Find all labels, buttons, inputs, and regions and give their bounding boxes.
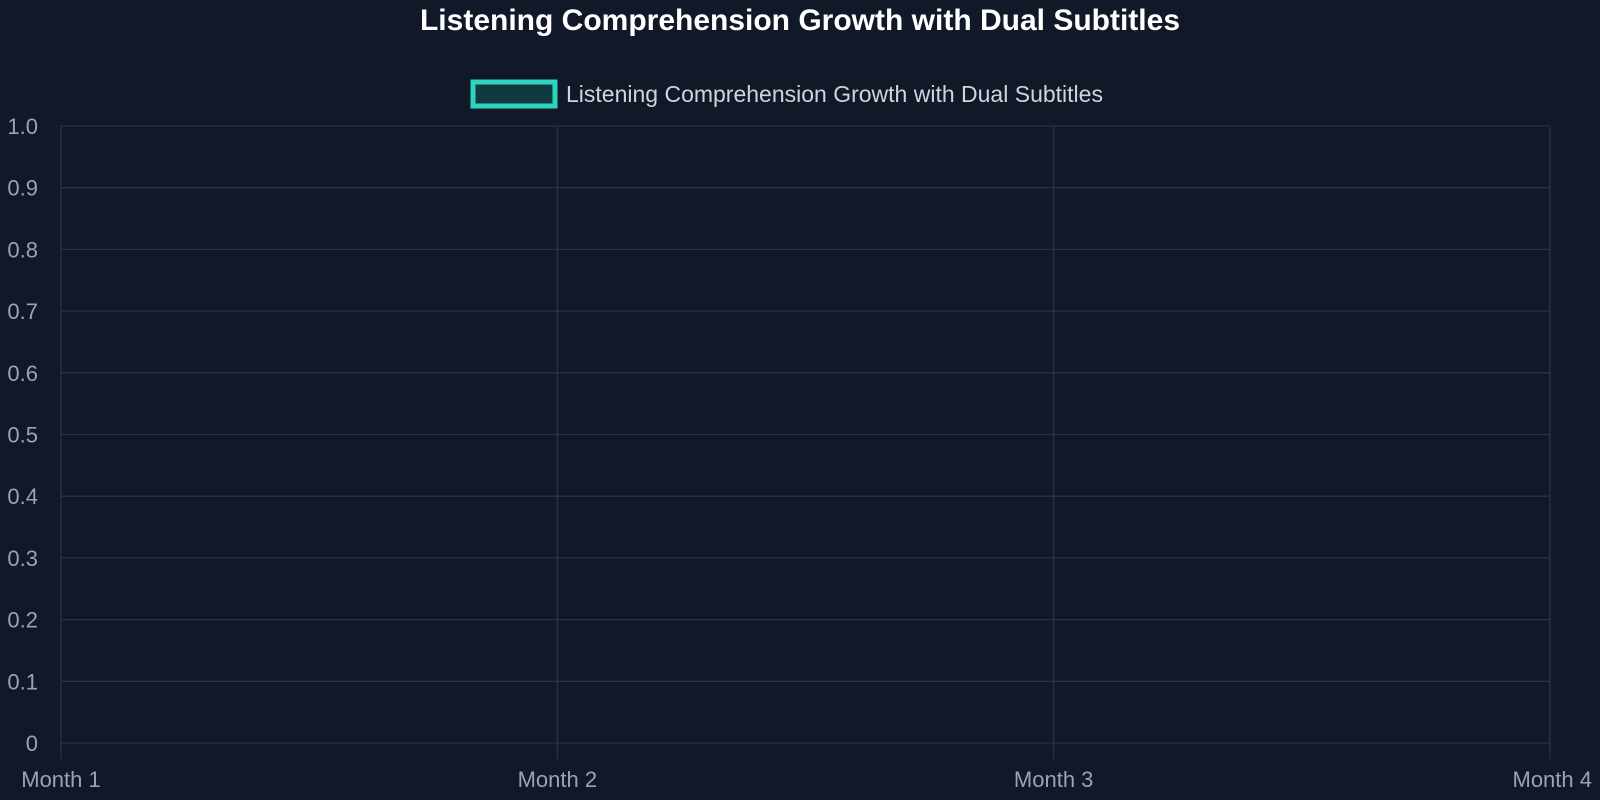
y-axis: 0 0.1 0.2 0.3 0.4 0.5 0.6 0.7 0.8 0.9 1.0 (7, 114, 38, 756)
y-tick-label: 1.0 (7, 114, 38, 139)
y-tick-label: 0.2 (7, 608, 38, 633)
x-tick-label: Month 3 (1014, 767, 1094, 792)
chart-title: Listening Comprehension Growth with Dual… (420, 4, 1180, 37)
legend-label: Listening Comprehension Growth with Dual… (566, 81, 1103, 107)
y-tick-label: 0.7 (7, 299, 38, 324)
y-tick-label: 0.1 (7, 669, 38, 694)
y-tick-label: 0.6 (7, 361, 38, 386)
x-tick-label: Month 4 (1513, 767, 1593, 792)
y-tick-label: 0.4 (7, 484, 38, 509)
y-tick-label: 0.9 (7, 176, 38, 201)
legend[interactable]: Listening Comprehension Growth with Dual… (470, 79, 1103, 109)
y-tick-label: 0.3 (7, 546, 38, 571)
legend-swatch (470, 79, 558, 109)
x-tick-label: Month 1 (21, 767, 101, 792)
y-tick-label: 0 (26, 731, 38, 756)
grid (60, 125, 1551, 759)
y-tick-label: 0.5 (7, 423, 38, 448)
x-axis: Month 1 Month 2 Month 3 Month 4 (21, 767, 1592, 792)
y-tick-label: 0.8 (7, 237, 38, 262)
x-tick-label: Month 2 (518, 767, 598, 792)
